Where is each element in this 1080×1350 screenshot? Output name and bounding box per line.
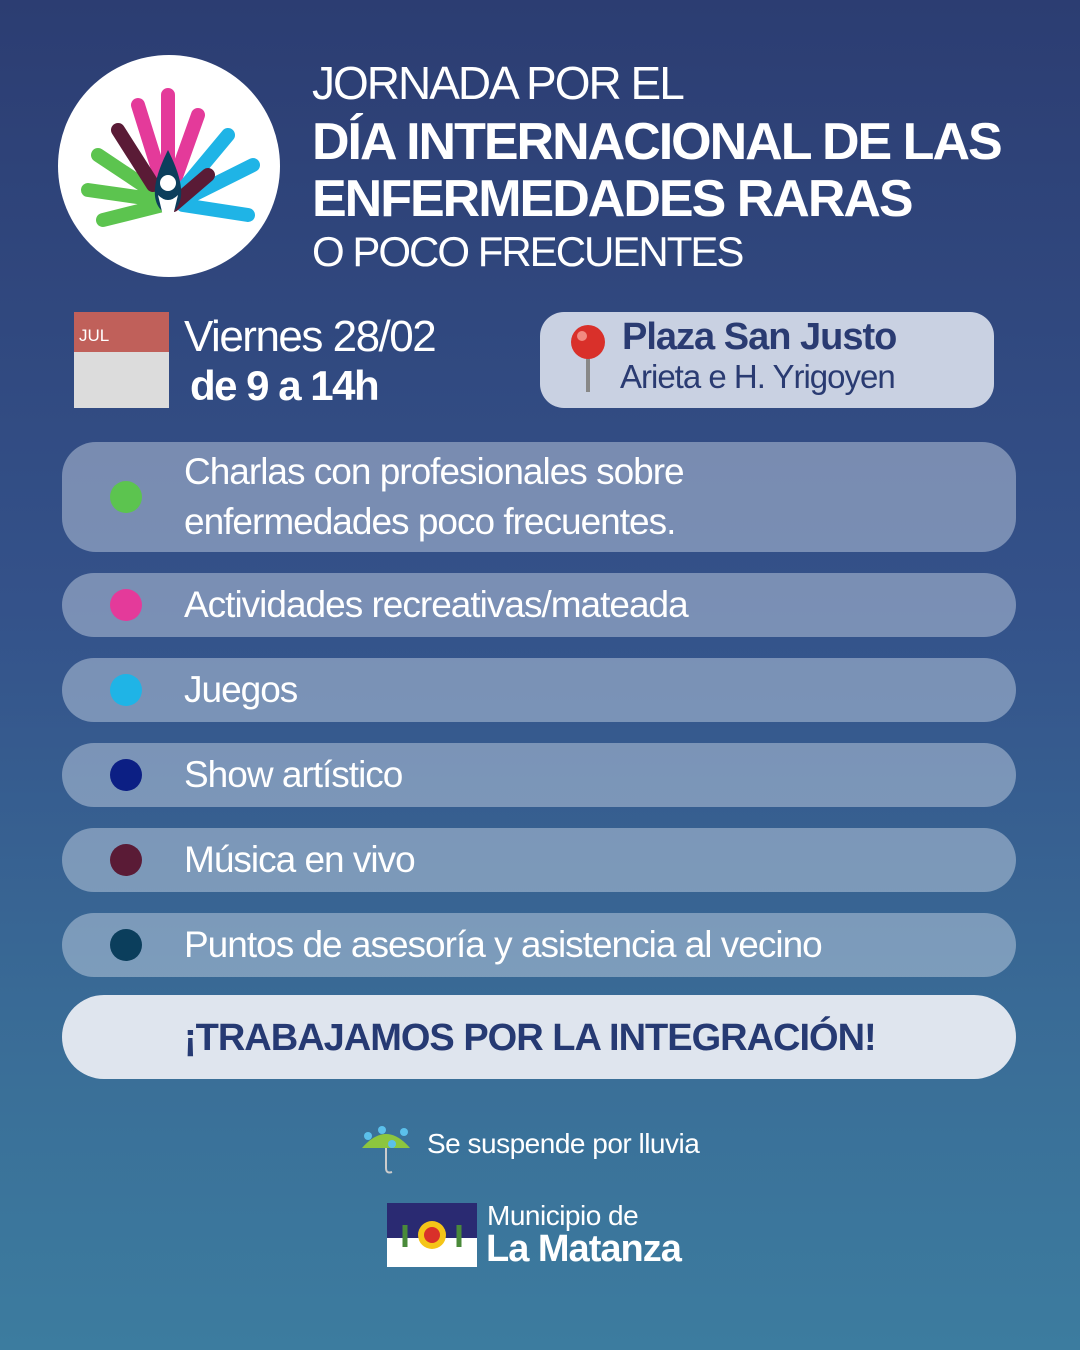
- municipality-line-1: Municipio de: [487, 1200, 639, 1231]
- calendar-month: JUL: [74, 312, 169, 352]
- umbrella-rain-icon: [360, 1122, 412, 1183]
- activity-label: Show artístico: [184, 754, 403, 795]
- integration-banner: ¡TRABAJAMOS POR LA INTEGRACIÓN!: [62, 995, 1016, 1079]
- activity-item: Show artístico: [62, 743, 1016, 807]
- hands-icon: [81, 88, 260, 227]
- event-hours: de 9 a 14h: [190, 362, 380, 409]
- rain-notice: Se suspende por lluvia: [427, 1128, 700, 1159]
- activity-item: Charlas con profesionales sobre enfermed…: [62, 442, 1016, 552]
- activity-label: Música en vivo: [184, 839, 416, 880]
- title-line-2: DÍA INTERNACIONAL DE LAS: [312, 113, 1003, 171]
- location-address: Arieta e H. Yrigoyen: [620, 358, 896, 395]
- la-matanza-flag-logo: [387, 1203, 477, 1267]
- title-line-1: JORNADA POR EL: [312, 57, 685, 109]
- location-name: Plaza San Justo: [622, 316, 897, 358]
- bullet-dot: [110, 481, 142, 513]
- calendar-icon: JUL: [74, 312, 169, 408]
- map-pin-icon: [568, 322, 608, 399]
- bullet-dot: [110, 929, 142, 961]
- activity-label: Actividades recreativas/mateada: [184, 584, 689, 625]
- activity-item: Música en vivo: [62, 828, 1016, 892]
- bullet-dot: [110, 844, 142, 876]
- activity-item: Juegos: [62, 658, 1016, 722]
- municipality-line-2: La Matanza: [486, 1228, 682, 1270]
- bullet-dot: [110, 759, 142, 791]
- activity-item: Actividades recreativas/mateada: [62, 573, 1016, 637]
- activity-label: Charlas con profesionales sobre enfermed…: [184, 451, 685, 542]
- activity-item: Puntos de asesoría y asistencia al vecin…: [62, 913, 1016, 977]
- rare-disease-day-logo: [58, 55, 280, 277]
- bullet-dot: [110, 589, 142, 621]
- activity-label: Juegos: [184, 669, 298, 710]
- title-line-4: O POCO FRECUENTES: [312, 228, 744, 275]
- title-line-3: ENFERMEDADES RARAS: [312, 170, 914, 228]
- bullet-dot: [110, 674, 142, 706]
- event-day: Viernes 28/02: [184, 312, 437, 361]
- activity-label: Puntos de asesoría y asistencia al vecin…: [184, 924, 823, 965]
- location-card: [540, 312, 994, 408]
